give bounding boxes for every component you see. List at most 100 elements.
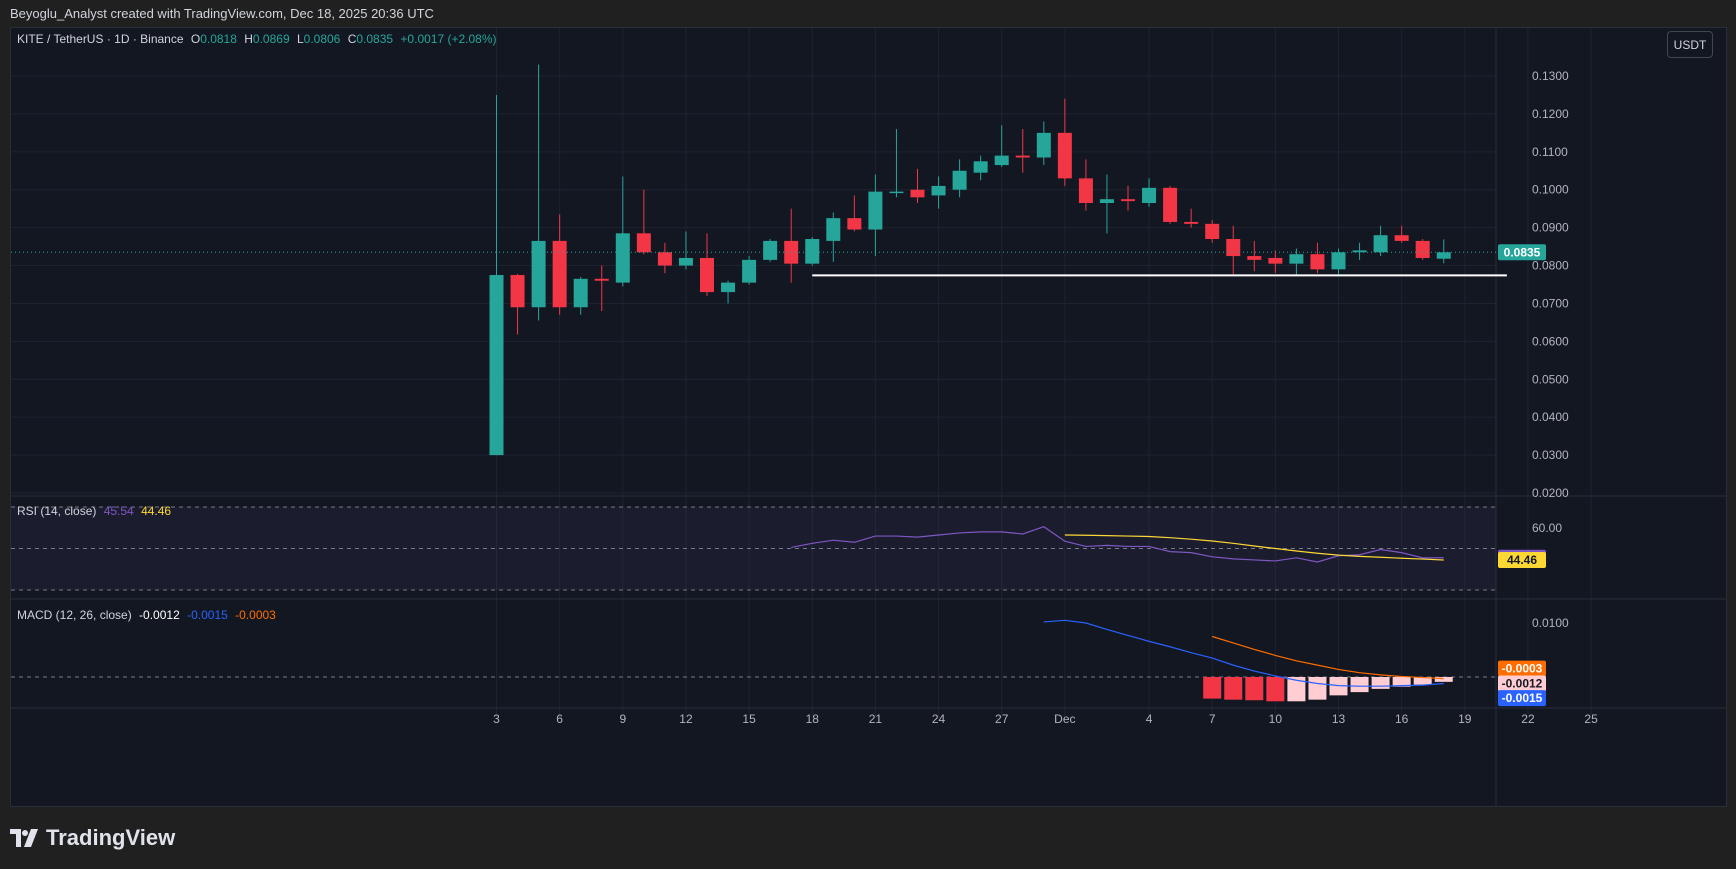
macd-hist-badge: -0.0003 [1502,662,1543,676]
candle-body [931,185,946,196]
time-tick-label: 25 [1584,712,1598,726]
price-tick-label: 0.0900 [1532,221,1569,235]
last-price-badge-bg [1498,244,1546,261]
candle-body [763,240,778,260]
currency-button[interactable]: USDT [1667,31,1713,58]
candle-body [489,275,504,456]
candle-body [573,278,588,308]
change-value: +0.0017 (+2.08%) [400,32,497,46]
open-label: O [190,32,201,46]
macd-histogram-bar [1308,677,1327,700]
price-tick-label: 0.1000 [1532,183,1569,197]
candle-body [1268,257,1283,264]
time-tick-label: 21 [869,712,883,726]
candle-body [721,282,736,293]
candle-body [1015,155,1030,158]
candle-body [552,240,567,308]
macd-histogram-bar [1203,677,1222,699]
macd-histogram-bar [1434,677,1453,682]
candle-body [1184,221,1199,224]
candle-body [636,233,651,253]
candle-body [1247,256,1262,260]
macd-histogram-bar [1371,677,1390,689]
rsi-tick-label: 60.00 [1532,521,1562,535]
time-tick-label: 19 [1458,712,1472,726]
macd-value-badge: -0.0012 [1502,676,1543,690]
macd-tick-label: 0.0100 [1532,616,1569,630]
macd-value-badge-bg [1498,675,1546,692]
close-value: 0.0835 [356,32,394,46]
candle-body [1078,178,1093,203]
open-value: 0.0818 [200,32,237,46]
chart-canvas[interactable]: 0.1300 0.1200 0.1100 0.1000 0.0900 0.0800 0.07… [11,28,1726,806]
time-axis: 3 6 9 12 15 18 21 24 27 Dec 4 7 10 13 16 19 22 25 [493,712,1598,726]
symbol-title[interactable]: KITE / TetherUS · 1D · Binance [17,32,184,46]
high-label: H [244,32,253,46]
high-value: 0.0869 [252,32,290,46]
candle-body [1057,132,1072,179]
rsi-ma-line [1064,534,1444,561]
candle-body [1142,187,1157,203]
candle-body [973,161,988,173]
rsi-title[interactable]: RSI (14, close) [17,504,97,518]
price-tick-label: 0.1100 [1532,145,1568,159]
candle-body [594,278,609,281]
candle-body [531,240,546,308]
candle-body [1205,223,1220,240]
candle-body [826,218,841,241]
macd-histogram-bar [1350,677,1369,693]
candle-body [1352,250,1367,253]
candle-body [657,252,672,266]
candle-body [1099,199,1114,203]
rsi-panel [11,506,1496,591]
time-tick-label: 18 [806,712,820,726]
time-tick-label: 13 [1332,712,1346,726]
macd-panel [11,619,1496,702]
price-tick-label: 0.0400 [1532,410,1569,424]
macd-hist-value: -0.0003 [235,608,276,622]
candle-body [1310,254,1325,270]
time-tick-label: 6 [556,712,563,726]
candle-body [1436,252,1451,259]
candlestick-series [11,64,1496,456]
candle-body [1226,239,1241,257]
macd-histogram-bar [1287,677,1306,702]
candle-body [1163,187,1178,222]
brand-text: TradingView [46,825,176,850]
candle-body [742,259,757,283]
macd-histogram-bar [1266,677,1285,702]
candle-body [615,233,630,283]
candle-body [510,275,525,308]
tradingview-logo-icon [10,829,38,847]
candle-body [1121,199,1135,202]
candle-body [1289,254,1304,264]
candle-body [1415,240,1430,258]
symbol-legend: KITE / TetherUS · 1D · Binance O0.0818 H… [17,32,497,46]
time-tick-label: 22 [1521,712,1535,726]
candle-body [910,189,925,198]
macd-title[interactable]: MACD (12, 26, close) [17,608,132,622]
panel-separators [11,28,1726,806]
macd-signal-badge: -0.0015 [1502,691,1543,705]
candle-body [994,155,1009,166]
chart-frame[interactable]: 0.1300 0.1200 0.1100 0.1000 0.0900 0.0800 0.07… [10,27,1727,807]
attribution-text: Beyoglu_Analyst created with TradingView… [10,6,434,21]
macd-signal-badge-bg [1498,690,1546,707]
time-tick-label: 9 [619,712,626,726]
last-price-badge: 0.0835 [1504,245,1541,259]
close-label: C [347,32,357,46]
time-tick-label: 10 [1269,712,1283,726]
macd-signal-line [1212,635,1444,680]
price-axis: 0.1300 0.1200 0.1100 0.1000 0.0900 0.0800 0.07… [1532,69,1569,630]
low-label: L [296,32,304,46]
rsi-band [11,507,1496,590]
tradingview-logo[interactable]: TradingView [10,825,175,851]
time-tick-label: 16 [1395,712,1409,726]
candle-body [1036,132,1051,158]
candle-body [1373,235,1388,253]
time-tick-label: 4 [1146,712,1153,726]
macd-histogram-bar [1413,677,1432,685]
macd-histogram-bar [1392,677,1411,687]
price-tick-label: 0.1200 [1532,107,1569,121]
